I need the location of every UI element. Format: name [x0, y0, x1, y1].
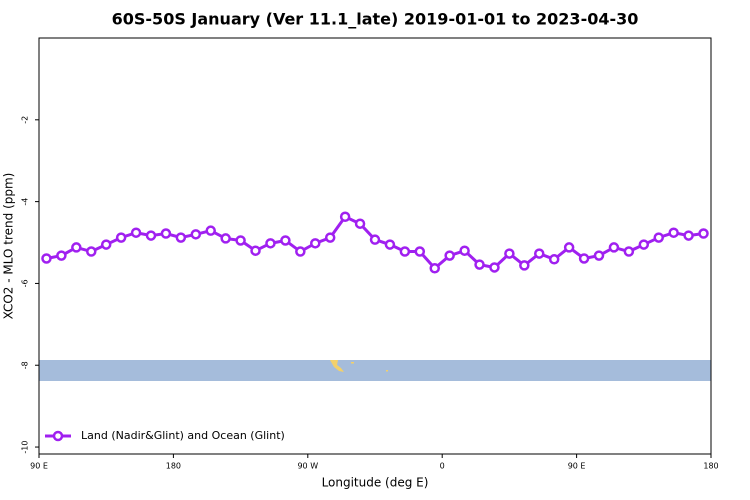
- point: [653, 232, 664, 243]
- point: [175, 232, 187, 243]
- point: [250, 245, 261, 256]
- y-axis-label: XCO2 - MLO trend (ppm): [2, 173, 16, 320]
- point: [280, 235, 291, 246]
- point: [698, 228, 709, 239]
- point: [205, 225, 216, 236]
- point: [608, 242, 620, 253]
- point: [190, 229, 202, 240]
- point: [220, 233, 231, 244]
- x-tick-label: 90 W: [297, 462, 318, 471]
- map-strip: [39, 360, 711, 381]
- point: [295, 246, 306, 257]
- point: [414, 246, 426, 257]
- point: [41, 253, 52, 264]
- point: [310, 238, 321, 249]
- point: [459, 245, 470, 256]
- y-tick-label: -2: [21, 116, 30, 124]
- point: [474, 259, 485, 270]
- x-axis-label: Longitude (deg E): [322, 476, 429, 490]
- point: [683, 230, 694, 241]
- point: [578, 253, 590, 264]
- x-tick-label: 90 E: [30, 462, 48, 471]
- point: [354, 218, 366, 229]
- point: [86, 246, 97, 257]
- x-tick-label: 90 E: [568, 462, 586, 471]
- x-tick-label: 180: [166, 462, 181, 471]
- point: [130, 227, 142, 238]
- point: [399, 246, 411, 257]
- point: [504, 248, 515, 259]
- point: [593, 250, 605, 261]
- point: [71, 242, 82, 253]
- point: [519, 260, 530, 271]
- point: [56, 250, 67, 261]
- point: [623, 246, 635, 257]
- point: [548, 254, 560, 265]
- point: [100, 239, 112, 250]
- x-tick-label: 180: [703, 462, 718, 471]
- point: [429, 263, 440, 274]
- land-patch: [386, 370, 388, 372]
- point: [563, 242, 575, 253]
- chart-title: 60S-50S January (Ver 11.1_late) 2019-01-…: [112, 10, 639, 29]
- point: [444, 250, 455, 261]
- point: [235, 235, 246, 246]
- point: [339, 211, 351, 223]
- point: [145, 230, 157, 241]
- land-patch: [330, 360, 344, 372]
- point: [638, 239, 650, 250]
- point: [489, 262, 500, 273]
- y-tick-label: -6: [21, 279, 30, 287]
- point: [115, 232, 127, 243]
- point: [265, 238, 276, 249]
- point: [369, 234, 381, 245]
- x-tick-label: 0: [440, 462, 445, 471]
- legend-label: Land (Nadir&Glint) and Ocean (Glint): [81, 429, 285, 442]
- point: [324, 232, 336, 243]
- y-tick-label: -4: [21, 198, 30, 206]
- point: [384, 239, 396, 250]
- legend-marker: [52, 430, 64, 442]
- y-tick-label: -10: [21, 441, 30, 454]
- y-tick-label: -8: [21, 361, 30, 369]
- point: [668, 227, 679, 238]
- point: [160, 228, 172, 239]
- plot-frame: [38, 37, 712, 455]
- land-patch: [351, 362, 354, 364]
- point: [534, 248, 545, 259]
